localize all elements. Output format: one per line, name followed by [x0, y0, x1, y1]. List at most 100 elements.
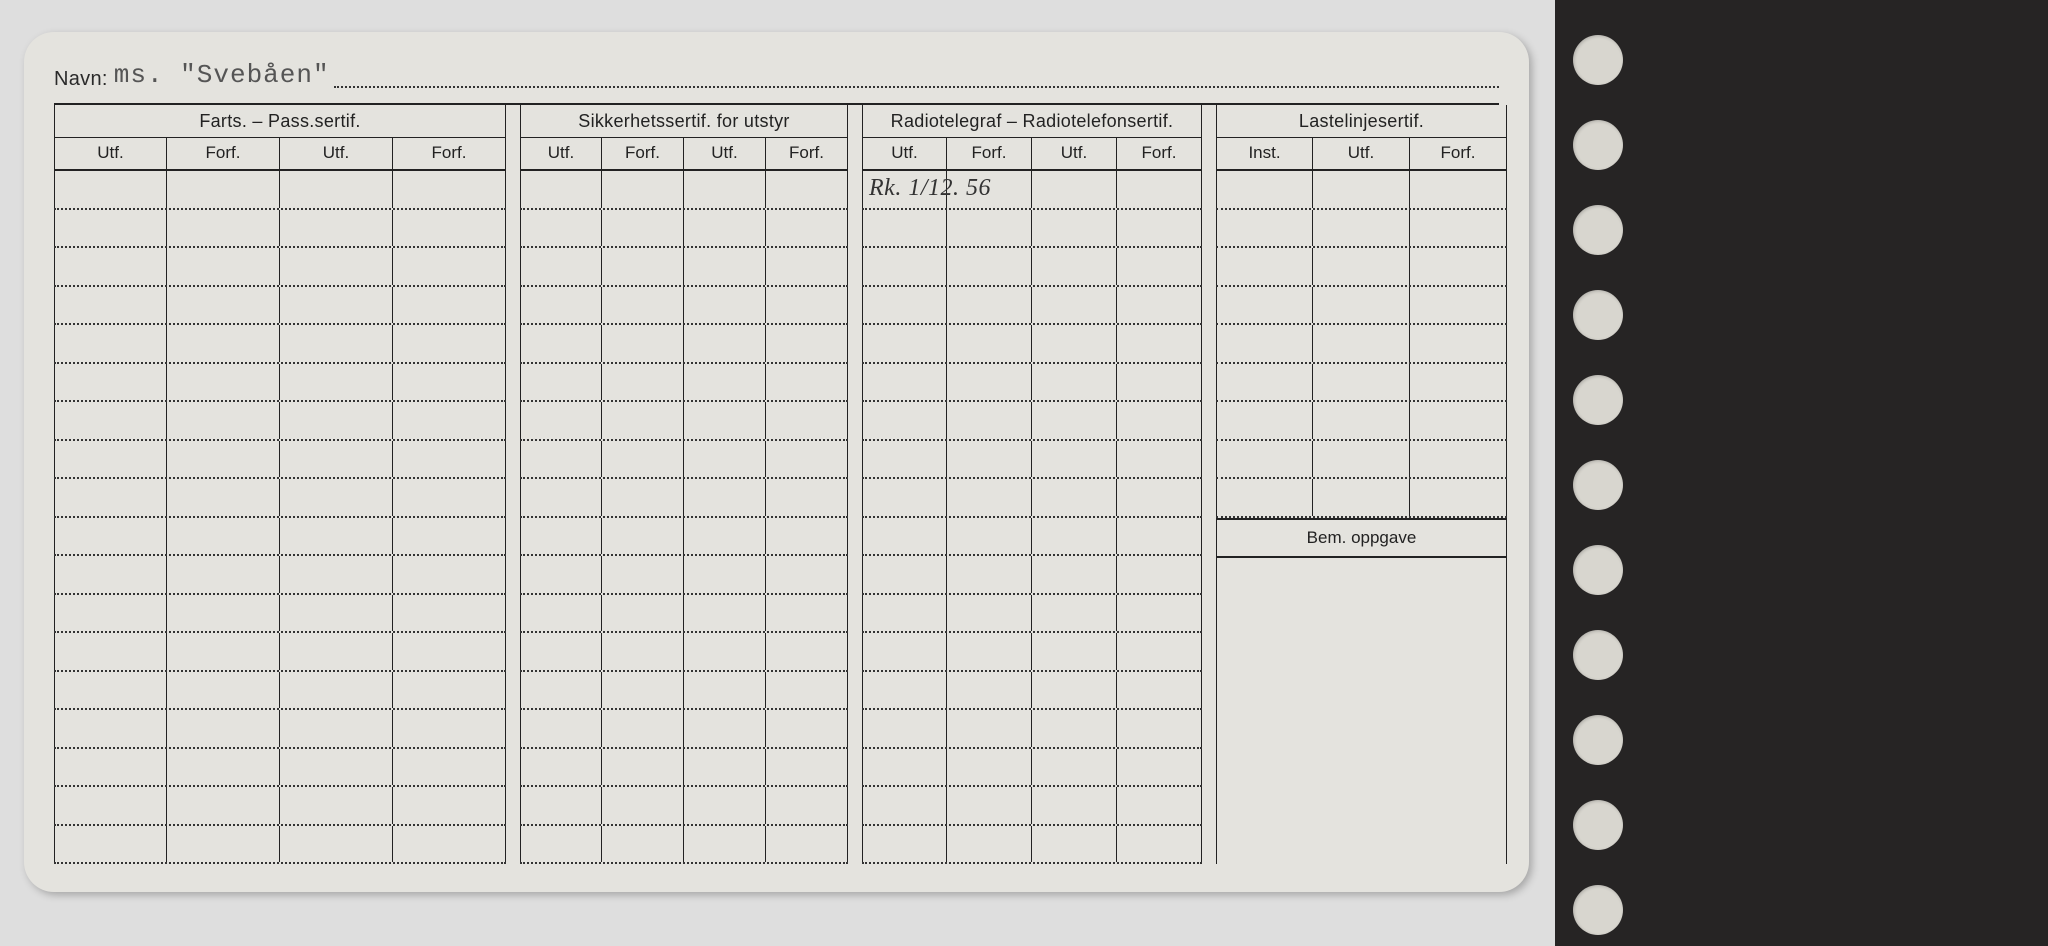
table-cell: [947, 248, 1032, 285]
table-cell: [947, 556, 1032, 593]
column-subheader: Utf.: [54, 138, 167, 169]
table-cell: [54, 749, 167, 786]
table-cell: [280, 210, 393, 247]
table-cell: [862, 364, 947, 401]
table-cell: [766, 826, 848, 863]
table-row: [54, 672, 506, 711]
table-cell: [1313, 441, 1410, 478]
table-cell: [54, 325, 167, 362]
table-row: [54, 556, 506, 595]
table-row: [520, 248, 848, 287]
column-group: Lastelinjesertif.Inst.Utf.Forf.Bem. oppg…: [1216, 105, 1507, 864]
table-cell: [947, 595, 1032, 632]
table-cell: [766, 749, 848, 786]
table-row: [520, 672, 848, 711]
column-subheader: Utf.: [684, 138, 766, 169]
table-cell: [520, 556, 602, 593]
table-row: [54, 633, 506, 672]
table-cell: [520, 826, 602, 863]
table-cell: [54, 287, 167, 324]
binder-hole: [1573, 630, 1623, 680]
table-cell: [766, 441, 848, 478]
table-cell: [520, 749, 602, 786]
column-group: Farts. – Pass.sertif.Utf.Forf.Utf.Forf.: [54, 105, 506, 864]
table-cell: [393, 749, 506, 786]
table-cell: [167, 325, 280, 362]
table-cell: [684, 749, 766, 786]
table-cell: [862, 826, 947, 863]
table-cell: [167, 441, 280, 478]
table-cell: [393, 595, 506, 632]
table-cell: [167, 633, 280, 670]
table-cell: [1216, 210, 1313, 247]
table-cell: [1032, 787, 1117, 824]
table-cell: [766, 402, 848, 439]
table-cell: [393, 287, 506, 324]
table-cell: [947, 171, 1032, 208]
table-cell: [393, 171, 506, 208]
table-row: [520, 556, 848, 595]
group-title: Lastelinjesertif.: [1216, 105, 1507, 138]
table-cell: [862, 710, 947, 747]
table-cell: [1410, 248, 1507, 285]
table-cell: [862, 518, 947, 555]
record-card: Navn: ms. "Svebåen" Farts. – Pass.sertif…: [24, 32, 1529, 892]
table-cell: [862, 402, 947, 439]
table-cell: [1313, 364, 1410, 401]
table-cell: [1032, 672, 1117, 709]
table-cell: [520, 402, 602, 439]
table-row: [862, 479, 1202, 518]
table-cell: [602, 672, 684, 709]
table-cell: [280, 787, 393, 824]
table-cell: [167, 595, 280, 632]
table-cell: [1313, 402, 1410, 439]
table-cell: [766, 210, 848, 247]
table-cell: [766, 787, 848, 824]
table-cell: [1032, 595, 1117, 632]
table-row: [520, 826, 848, 865]
table-cell: [1410, 171, 1507, 208]
table-row: [1216, 402, 1507, 441]
table-cell: [280, 479, 393, 516]
table-row: [1216, 325, 1507, 364]
table-cell: [862, 479, 947, 516]
subheader-row: Utf.Forf.Utf.Forf.: [520, 138, 848, 171]
table-cell: [167, 787, 280, 824]
table-cell: [280, 171, 393, 208]
table-row: [862, 364, 1202, 403]
table-cell: [766, 364, 848, 401]
table-cell: [684, 325, 766, 362]
table-cell: [1032, 518, 1117, 555]
table-cell: [602, 479, 684, 516]
table-row: [520, 325, 848, 364]
table-cell: Rk. 1/12. 56: [862, 171, 947, 208]
table-cell: [1117, 441, 1202, 478]
table-cell: [947, 826, 1032, 863]
table-row: [520, 210, 848, 249]
table-cell: [684, 826, 766, 863]
table-cell: [54, 787, 167, 824]
table-cell: [947, 710, 1032, 747]
table-cell: [947, 441, 1032, 478]
table-cell: [766, 287, 848, 324]
table-cell: [393, 325, 506, 362]
table-cell: [280, 595, 393, 632]
table-cell: [684, 633, 766, 670]
table-row: [520, 364, 848, 403]
table-cell: [1032, 364, 1117, 401]
table-cell: [520, 171, 602, 208]
table-cell: [1410, 325, 1507, 362]
table-cell: [1117, 287, 1202, 324]
table-cell: [54, 595, 167, 632]
table-cell: [393, 441, 506, 478]
table-cell: [862, 749, 947, 786]
table-cell: [393, 710, 506, 747]
binder-hole: [1573, 460, 1623, 510]
binder-hole: [1573, 375, 1623, 425]
table-row: [862, 402, 1202, 441]
table-cell: [520, 479, 602, 516]
table-row: [54, 441, 506, 480]
table-cell: [947, 210, 1032, 247]
table-cell: [1313, 287, 1410, 324]
table-row: [54, 749, 506, 788]
